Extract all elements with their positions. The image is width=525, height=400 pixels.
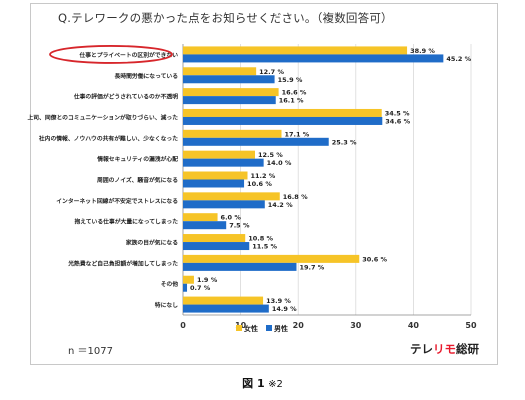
category-label: 仕事の評価がどうされているのか不透明	[73, 93, 178, 101]
bar-male	[183, 158, 264, 167]
data-label: 16.6 %	[282, 89, 307, 97]
data-label: 6.0 %	[221, 214, 242, 222]
bar-female	[183, 46, 408, 55]
data-label: 11.5 %	[252, 243, 277, 251]
data-label: 34.5 %	[385, 109, 410, 117]
bar-female	[183, 150, 255, 159]
data-label: 19.7 %	[299, 263, 324, 271]
data-label: 16.1 %	[279, 97, 304, 105]
bar-male	[183, 75, 275, 84]
data-label: 13.9 %	[266, 297, 291, 305]
bar-male	[183, 242, 250, 251]
data-label: 34.6 %	[385, 117, 410, 125]
data-label: 45.2 %	[446, 55, 471, 63]
category-label: インターネット回線が不安定でストレスになる	[56, 197, 178, 205]
bar-male	[183, 304, 269, 313]
x-tick-label: 30	[350, 321, 362, 330]
x-tick-label: 20	[293, 321, 305, 330]
bar-male	[183, 221, 227, 230]
brand-part-2: リモ	[433, 342, 456, 356]
bar-female	[183, 108, 382, 117]
bar-female	[183, 171, 248, 180]
bar-male	[183, 179, 245, 188]
category-label: 家族の目が気になる	[126, 239, 178, 247]
x-tick-label: 50	[465, 321, 477, 330]
bar-female	[183, 67, 257, 76]
bar-female	[183, 296, 264, 305]
bar-female	[183, 275, 194, 284]
data-label: 17.1 %	[284, 130, 309, 138]
caption-figure: 図 1	[242, 377, 265, 390]
category-label: 抱えている仕事が大量になってしまった	[74, 218, 178, 226]
legend-label: 男性	[274, 324, 288, 333]
category-label: 長時間労働になっている	[115, 72, 179, 80]
data-label: 11.2 %	[251, 172, 276, 180]
category-label: 特になし	[155, 301, 178, 309]
category-label: その他	[161, 280, 179, 288]
bar-male	[183, 262, 297, 271]
brand-part-3: 総研	[456, 342, 479, 356]
category-label: 社内の情報、ノウハウの共有が難しい、少なくなった	[38, 134, 178, 142]
data-label: 14.0 %	[267, 159, 292, 167]
data-label: 1.9 %	[197, 276, 218, 284]
data-label: 0.7 %	[190, 284, 211, 292]
brand-logo: テレリモ総研	[410, 341, 479, 357]
bar-female	[183, 234, 246, 243]
figure-caption: 図 1 ※2	[0, 375, 525, 391]
legend-label: 女性	[244, 324, 258, 333]
bar-male	[183, 283, 188, 292]
bar-male	[183, 116, 383, 125]
bar-male	[183, 200, 265, 209]
legend-swatch-male	[266, 325, 272, 331]
bar-female	[183, 129, 282, 138]
data-label: 12.7 %	[259, 68, 284, 76]
category-label: 周囲のノイズ、騒音が気になる	[97, 176, 178, 184]
category-label: 上司、同僚とのコミュニケーションが取りづらい、減った	[27, 113, 178, 121]
data-label: 25.3 %	[332, 138, 357, 146]
highlight-oval	[49, 45, 173, 64]
data-label: 30.6 %	[362, 255, 387, 263]
question-title: Q.テレワークの悪かった点をお知らせください。（複数回答可）	[58, 11, 393, 25]
bar-male	[183, 96, 276, 105]
data-label: 16.8 %	[283, 193, 308, 201]
bar-female	[183, 88, 279, 97]
data-label: 10.6 %	[247, 180, 272, 188]
brand-part-1: テレ	[410, 342, 433, 356]
bar-male	[183, 54, 444, 63]
data-label: 15.9 %	[278, 76, 303, 84]
data-label: 12.5 %	[258, 151, 283, 159]
data-label: 10.8 %	[248, 235, 273, 243]
bar-male	[183, 137, 329, 146]
bar-female	[183, 192, 280, 201]
caption-note: ※2	[268, 379, 283, 390]
bar-female	[183, 254, 360, 263]
bar-female	[183, 213, 218, 222]
category-label: 情報セキュリティの漏洩が心配	[97, 155, 178, 163]
category-label: 光熱費など自己負担額が増加してしまった	[67, 259, 178, 267]
data-label: 7.5 %	[229, 222, 250, 230]
x-tick-label: 40	[408, 321, 420, 330]
x-tick-label: 0	[180, 321, 186, 330]
data-label: 14.2 %	[268, 201, 293, 209]
sample-size: n ＝1077	[68, 346, 113, 357]
data-label: 14.9 %	[272, 305, 297, 313]
data-label: 38.9 %	[410, 47, 435, 55]
category-label: 仕事とプライベートの区別ができない	[78, 51, 178, 59]
legend-swatch-female	[236, 325, 242, 331]
